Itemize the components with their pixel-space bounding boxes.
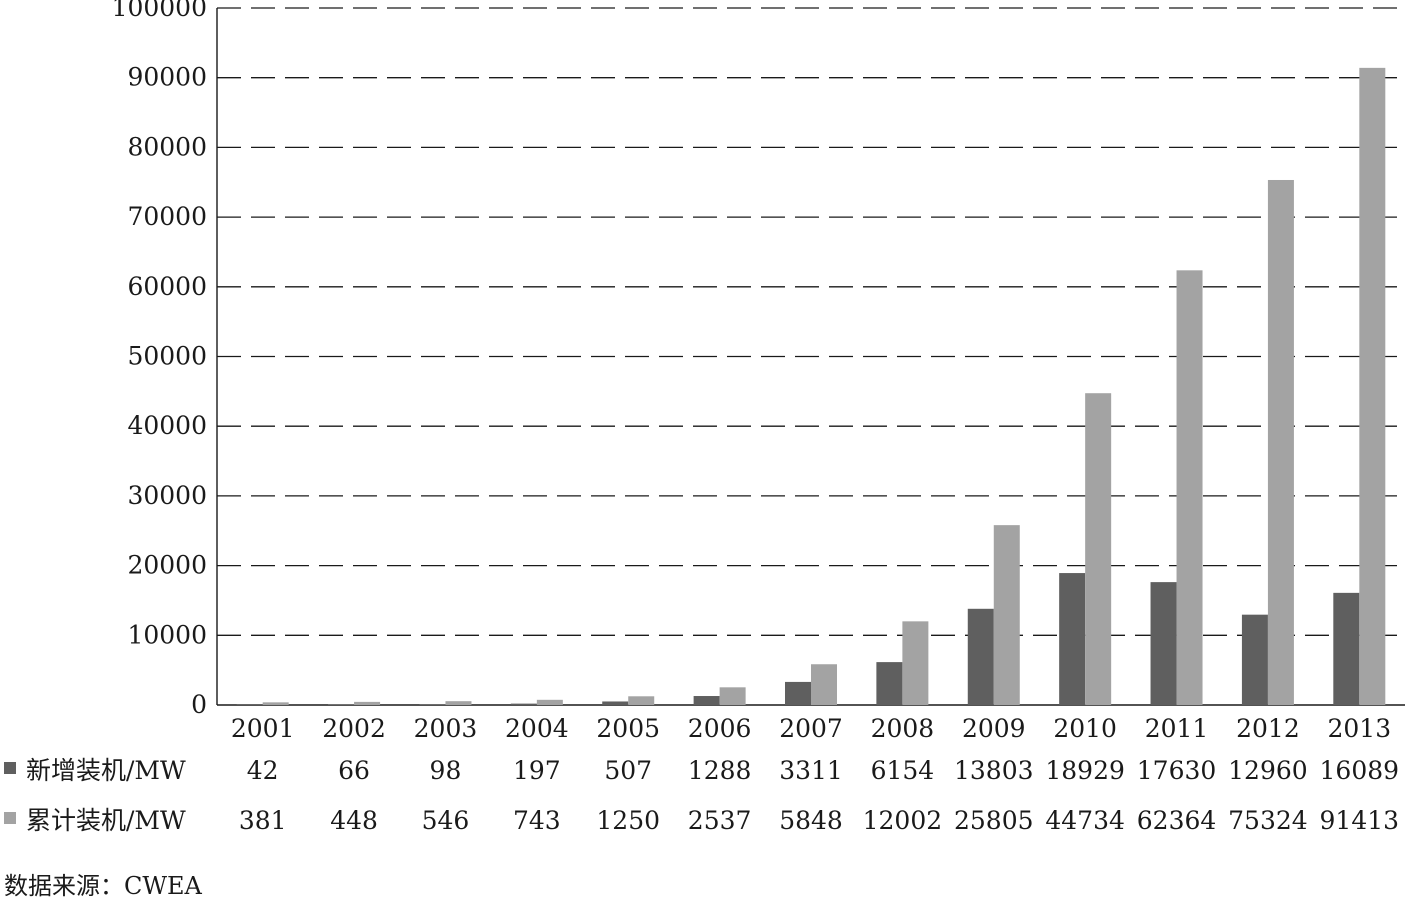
bars (237, 68, 1386, 705)
bar-new (511, 704, 537, 705)
table-value: 3311 (779, 756, 843, 785)
table-value: 13803 (954, 756, 1034, 785)
table-value: 197 (513, 756, 561, 785)
bar-cumulative (811, 664, 837, 705)
data-table: 新增装机/MW 42 66 98 197 507 1288 3311 6154 13803 1892… (4, 756, 1399, 835)
table-value: 546 (422, 806, 470, 835)
table-value: 12002 (863, 806, 943, 835)
x-tick-label: 2001 (231, 714, 295, 743)
table-value: 25805 (954, 806, 1034, 835)
bar-cumulative (354, 702, 380, 705)
y-tick-label: 30000 (127, 481, 207, 510)
x-tick-label: 2010 (1053, 714, 1117, 743)
source-note: 数据来源：CWEA (4, 866, 202, 901)
bar-cumulative (537, 700, 563, 705)
x-tick-label: 2006 (688, 714, 752, 743)
bar-cumulative (628, 696, 654, 705)
x-tick-label: 2009 (962, 714, 1026, 743)
bar-cumulative (720, 687, 746, 705)
x-tick-label: 2013 (1327, 714, 1391, 743)
bar-new (1333, 593, 1359, 705)
y-tick-label: 100000 (112, 0, 207, 22)
y-tick-label: 90000 (127, 63, 207, 92)
legend-label: 新增装机/MW (26, 756, 186, 785)
table-value: 91413 (1320, 806, 1400, 835)
x-tick-label: 2008 (871, 714, 935, 743)
x-tick-label: 2011 (1145, 714, 1209, 743)
bar-new (968, 609, 994, 705)
table-value: 17630 (1137, 756, 1217, 785)
table-value: 62364 (1137, 806, 1217, 835)
bar-new (1059, 573, 1085, 705)
bar-new (785, 682, 811, 705)
y-tick-label: 10000 (127, 620, 207, 649)
x-tick-label: 2003 (414, 714, 478, 743)
bar-new (1151, 582, 1177, 705)
y-tick-label: 50000 (127, 342, 207, 371)
bar-chart: 0 10000 20000 30000 40000 50000 60000 70000 8000… (0, 0, 1412, 860)
x-tick-label: 2005 (596, 714, 660, 743)
table-value: 5848 (779, 806, 843, 835)
bar-cumulative (1085, 393, 1111, 705)
table-value: 743 (513, 806, 561, 835)
table-value: 1250 (596, 806, 660, 835)
table-value: 42 (247, 756, 279, 785)
x-tick-label: 2012 (1236, 714, 1300, 743)
bar-cumulative (1359, 68, 1385, 705)
x-tick-label: 2002 (322, 714, 386, 743)
bar-new (694, 696, 720, 705)
legend-swatch (4, 812, 16, 824)
table-value: 6154 (871, 756, 935, 785)
y-tick-label: 20000 (127, 551, 207, 580)
y-tick-label: 80000 (127, 132, 207, 161)
bar-cumulative (994, 525, 1020, 705)
bar-new (602, 701, 628, 705)
y-tick-label: 70000 (127, 202, 207, 231)
bar-cumulative (1177, 270, 1203, 705)
table-value: 448 (330, 806, 378, 835)
bar-new (1242, 615, 1268, 705)
table-value: 2537 (688, 806, 752, 835)
y-tick-label: 60000 (127, 272, 207, 301)
y-tick-label: 0 (191, 690, 207, 719)
legend-label: 累计装机/MW (26, 806, 186, 835)
x-tick-labels: 2001 2002 2003 2004 2005 2006 2007 2008 2009 2010… (231, 714, 1391, 743)
bar-new (876, 662, 902, 705)
y-axis: 0 10000 20000 30000 40000 50000 60000 70000 8000… (112, 0, 1405, 719)
bar-cumulative (445, 701, 471, 705)
legend-swatch (4, 762, 16, 774)
bar-cumulative (902, 621, 928, 705)
table-value: 98 (430, 756, 462, 785)
table-value: 381 (239, 806, 287, 835)
gridlines (217, 8, 1405, 635)
table-value: 75324 (1228, 806, 1308, 835)
table-value: 44734 (1045, 806, 1125, 835)
bar-new (419, 704, 445, 705)
table-value: 66 (338, 756, 370, 785)
bar-cumulative (1268, 180, 1294, 705)
x-tick-label: 2007 (779, 714, 843, 743)
table-value: 1288 (688, 756, 752, 785)
table-value: 12960 (1228, 756, 1308, 785)
bar-cumulative (263, 702, 289, 705)
x-tick-label: 2004 (505, 714, 569, 743)
table-value: 507 (604, 756, 652, 785)
table-value: 16089 (1320, 756, 1400, 785)
y-tick-label: 40000 (127, 411, 207, 440)
table-value: 18929 (1045, 756, 1125, 785)
